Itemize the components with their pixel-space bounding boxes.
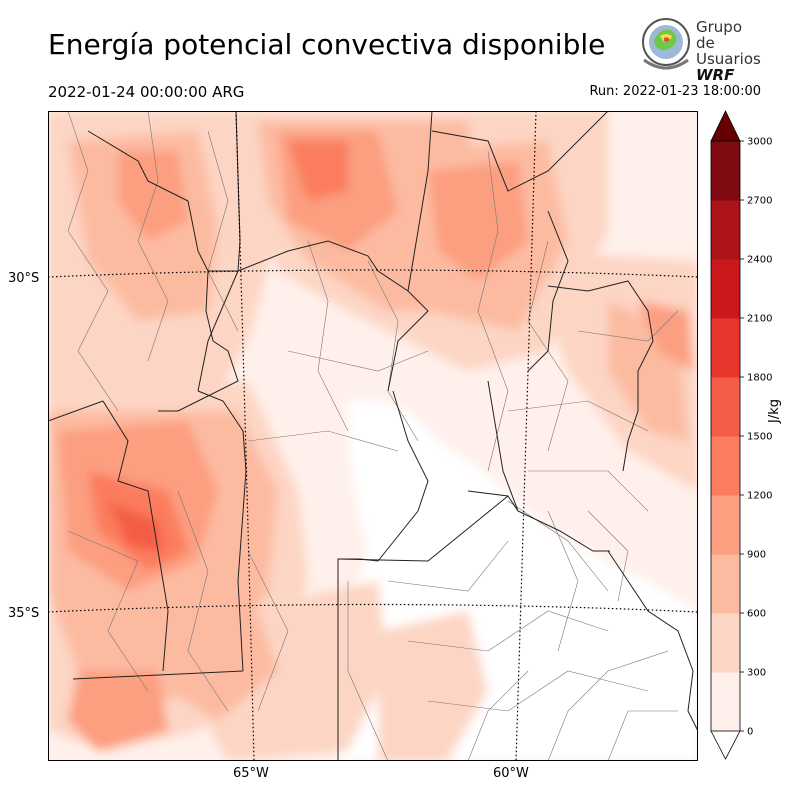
logo-line-3: WRF — [696, 66, 735, 84]
colorbar-tick-label: 1200 — [747, 491, 772, 502]
colorbar-tick-label: 0 — [747, 727, 753, 738]
colorbar-swatch — [711, 259, 740, 319]
colorbar-tick-label: 300 — [747, 668, 766, 679]
valid-time: 2022-01-24 00:00:00 ARG — [48, 83, 245, 101]
lon-label-60w: 60°W — [493, 766, 529, 781]
colorbar-swatch — [711, 554, 740, 614]
run-time: Run: 2022-01-23 18:00:00 — [589, 84, 761, 99]
colorbar-tick-label: 600 — [747, 609, 766, 620]
colorbar: 0 300 600 900 1200 1500 1800 2100 2400 2700 3000 J… — [705, 105, 785, 770]
colorbar-swatch — [711, 436, 740, 496]
colorbar-swatch — [711, 318, 740, 378]
map-frame — [48, 111, 698, 761]
cape-shading — [48, 111, 698, 761]
colorbar-tick-label: 2700 — [747, 196, 772, 207]
colorbar-tick-label: 3000 — [747, 137, 772, 148]
lon-label-65w: 65°W — [233, 766, 269, 781]
lat-label-35s: 35°S — [8, 606, 40, 621]
colorbar-tick-label: 2100 — [747, 314, 772, 325]
colorbar-swatch — [711, 200, 740, 260]
page-title: Energía potencial convectiva disponible — [48, 28, 606, 61]
logo-line-1: Grupo de — [696, 18, 742, 52]
colorbar-graphic: 0 300 600 900 1200 1500 1800 2100 2400 2700 3000 — [710, 110, 772, 760]
colorbar-tick-label: 1800 — [747, 373, 772, 384]
colorbar-swatch — [711, 672, 740, 732]
colorbar-over-triangle — [710, 110, 741, 142]
colorbar-tick-label: 900 — [747, 550, 766, 561]
colorbar-tick-label: 1500 — [747, 432, 772, 443]
globe-logo-icon — [642, 18, 690, 70]
colorbar-under-triangle — [710, 730, 741, 760]
graticule — [48, 111, 698, 761]
lat-label-30s: 30°S — [8, 271, 40, 286]
colorbar-tick-label: 2400 — [747, 255, 772, 266]
colorbar-swatch — [711, 141, 740, 201]
logo-line-2: Usuarios — [696, 50, 761, 68]
colorbar-unit-label: J/kg — [767, 399, 782, 423]
province-boundaries — [48, 111, 698, 761]
department-boundaries — [67, 111, 679, 761]
wrf-logo: Grupo de Usuarios WRF — [638, 16, 763, 83]
colorbar-swatch — [711, 495, 740, 555]
colorbar-swatch — [711, 377, 740, 437]
cape-map — [48, 111, 698, 761]
colorbar-swatch — [711, 613, 740, 673]
